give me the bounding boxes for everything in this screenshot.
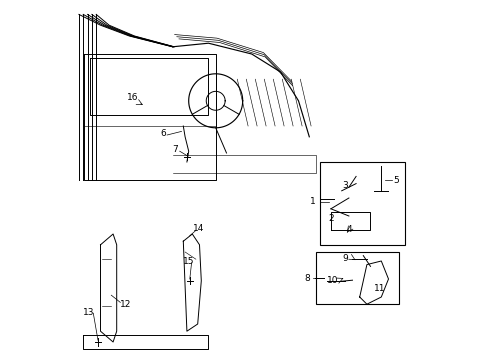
Text: 8: 8 [304,274,310,283]
Text: 4: 4 [346,225,351,234]
Text: 2: 2 [327,214,333,223]
Text: 15: 15 [183,256,194,266]
Text: 1: 1 [309,197,315,206]
Text: 5: 5 [392,176,398,185]
Text: 13: 13 [83,308,95,317]
Text: 9: 9 [342,254,347,263]
Text: 14: 14 [192,224,203,233]
Bar [320,162,404,245]
Text: 7: 7 [172,145,178,154]
Text: 16: 16 [127,94,139,103]
Text: 10: 10 [326,276,338,285]
Bar [316,252,399,304]
Text: 3: 3 [342,181,347,190]
Text: 11: 11 [373,284,385,293]
Text: 12: 12 [120,300,131,309]
Text: 6: 6 [160,129,166,138]
